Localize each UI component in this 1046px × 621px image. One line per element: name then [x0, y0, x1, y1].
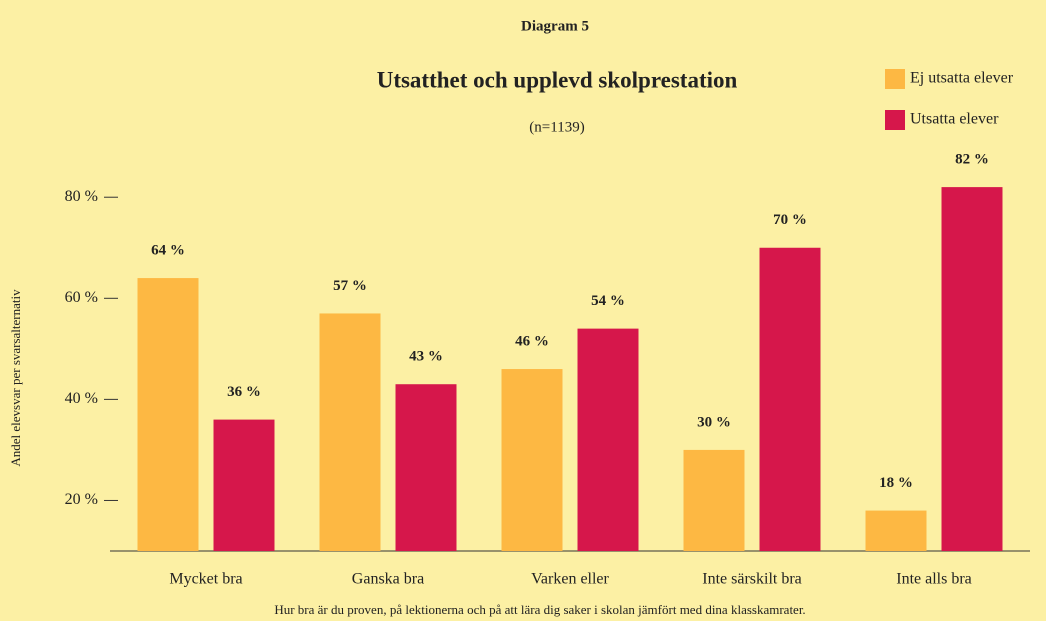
y-tick-label: 40 %	[65, 390, 98, 407]
x-tick-label: Varken eller	[531, 571, 609, 588]
value-label: 82 %	[955, 152, 989, 168]
bar	[759, 247, 821, 551]
value-label: 18 %	[879, 475, 913, 491]
value-label: 70 %	[773, 212, 807, 228]
value-label: 30 %	[697, 414, 731, 430]
value-label: 46 %	[515, 333, 549, 349]
value-label: 36 %	[227, 384, 261, 400]
value-label: 54 %	[591, 293, 625, 309]
legend-label: Ej utsatta elever	[910, 70, 1014, 87]
chart-label: Diagram 5	[521, 18, 589, 34]
bar	[137, 278, 199, 551]
x-tick-label: Mycket bra	[169, 571, 242, 588]
chart-subtitle: (n=1139)	[529, 119, 584, 135]
bar	[577, 328, 639, 551]
x-tick-label: Ganska bra	[352, 571, 424, 588]
bar	[501, 369, 563, 551]
legend-swatch	[885, 110, 905, 130]
legend-label: Utsatta elever	[910, 111, 999, 128]
bar	[213, 419, 275, 551]
y-tick-label: 60 %	[65, 289, 98, 306]
value-label: 64 %	[151, 243, 185, 259]
bar	[865, 510, 927, 551]
bar	[941, 187, 1003, 552]
bar	[683, 449, 745, 551]
x-tick-label: Inte särskilt bra	[702, 571, 802, 588]
chart-title: Utsatthet och upplevd skolprestation	[377, 67, 738, 92]
y-tick-label: 80 %	[65, 188, 98, 205]
value-label: 57 %	[333, 278, 367, 294]
y-axis-label: Andel elevsvar per svarsalternativ	[8, 289, 23, 467]
legend-swatch	[885, 69, 905, 89]
x-tick-label: Inte alls bra	[896, 571, 972, 588]
bar	[395, 384, 457, 551]
bar	[319, 313, 381, 551]
x-axis-label: Hur bra är du proven, på lektionerna och…	[274, 602, 805, 617]
y-tick-label: 20 %	[65, 491, 98, 508]
value-label: 43 %	[409, 349, 443, 365]
